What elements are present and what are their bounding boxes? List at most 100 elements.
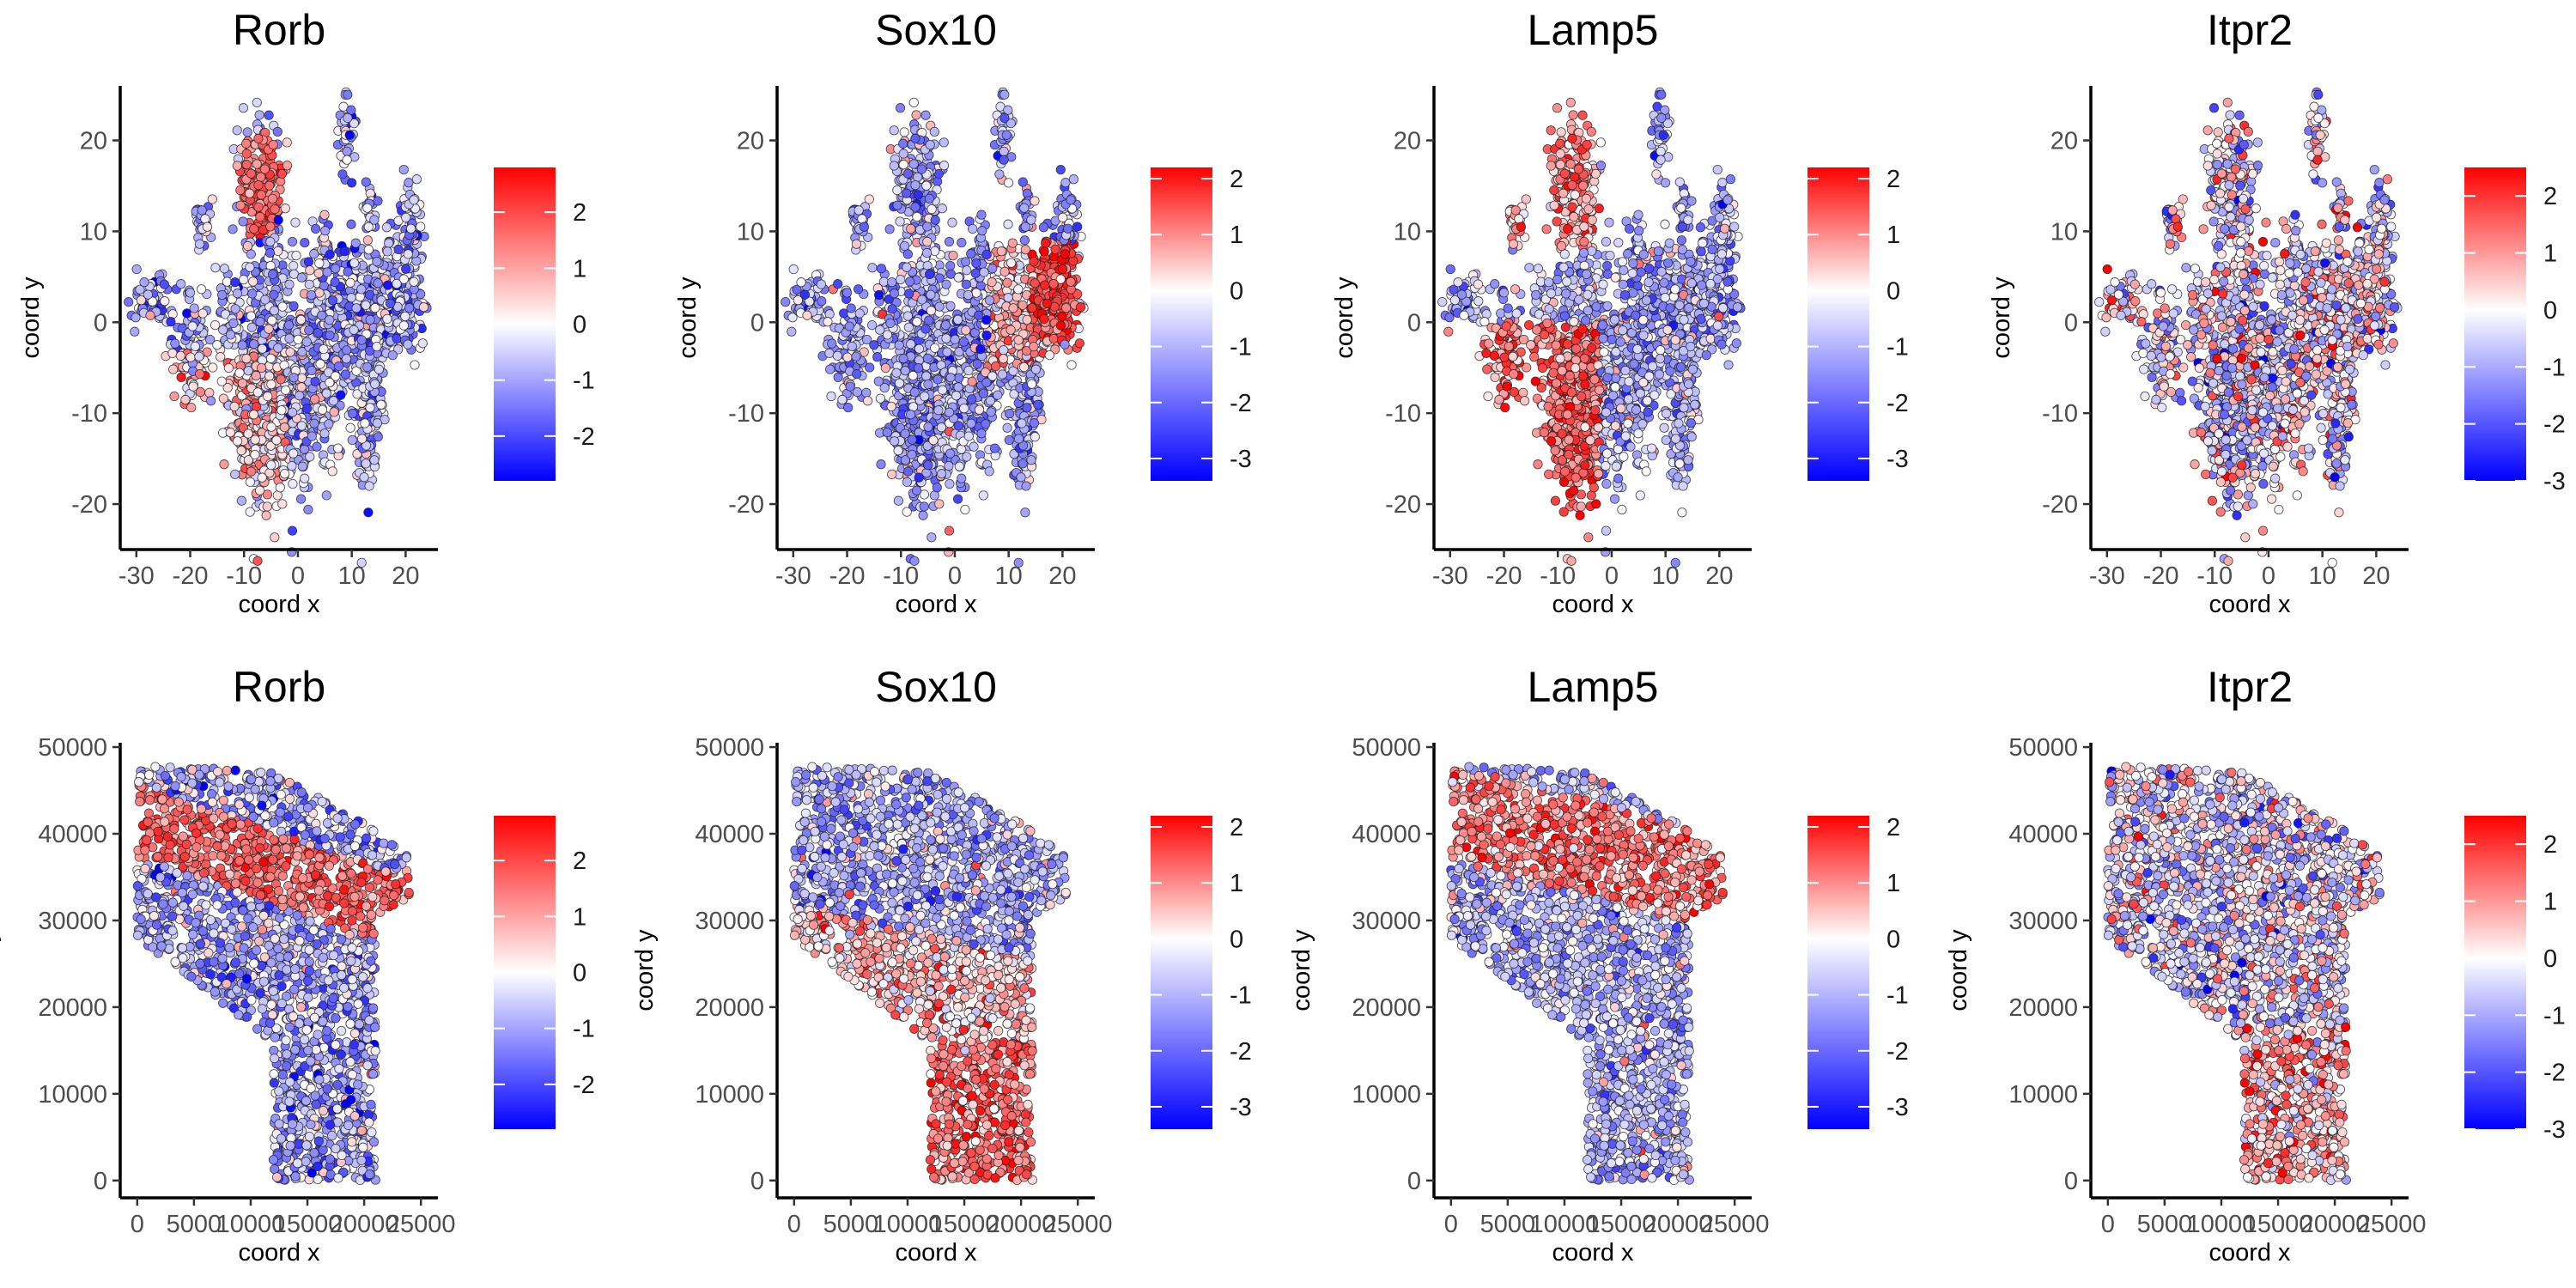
data-point: [373, 196, 383, 206]
data-point: [922, 236, 933, 247]
data-point: [933, 405, 944, 416]
data-point: [976, 428, 987, 439]
y-tick-label: 0: [750, 309, 764, 337]
data-point: [925, 139, 935, 150]
data-point: [322, 267, 332, 277]
data-point: [187, 321, 197, 331]
data-point: [319, 343, 329, 355]
data-point: [265, 353, 276, 364]
data-point: [1030, 432, 1040, 442]
data-point: [796, 277, 806, 288]
data-point: [257, 472, 267, 483]
data-point: [994, 169, 1005, 179]
data-point: [319, 428, 330, 439]
data-point: [362, 203, 373, 213]
data-point: [299, 444, 310, 454]
data-point: [885, 318, 896, 329]
data-point: [861, 387, 872, 398]
y-tick-label: -10: [728, 400, 764, 428]
data-point: [417, 338, 428, 349]
data-point: [293, 334, 303, 345]
data-point: [1060, 339, 1070, 349]
data-point: [864, 194, 874, 204]
data-point: [251, 370, 261, 381]
data-point: [953, 382, 963, 392]
data-point: [904, 289, 914, 299]
data-point: [891, 368, 902, 378]
data-point: [999, 266, 1010, 277]
data-point: [319, 210, 330, 220]
data-point: [908, 97, 919, 108]
points-layer: [1437, 87, 1746, 568]
data-point: [252, 159, 262, 169]
data-point: [269, 306, 280, 316]
data-point: [273, 215, 283, 225]
data-point: [186, 402, 197, 413]
data-point: [160, 296, 170, 307]
data-point: [325, 330, 335, 341]
data-point: [1058, 212, 1068, 223]
data-point: [889, 125, 899, 136]
data-point: [230, 276, 240, 288]
data-point: [1029, 256, 1039, 267]
data-point: [296, 382, 307, 392]
data-point: [244, 188, 255, 198]
data-point: [934, 301, 945, 312]
data-point: [909, 387, 920, 398]
data-point: [843, 402, 854, 413]
data-point: [325, 377, 335, 388]
y-tick-label: -20: [728, 491, 764, 519]
data-point: [306, 289, 317, 301]
data-point: [404, 178, 414, 188]
data-point: [373, 278, 383, 289]
data-point: [327, 466, 337, 477]
data-point: [236, 495, 247, 506]
data-point: [990, 361, 1001, 372]
data-point: [788, 264, 799, 275]
data-point: [957, 473, 967, 483]
data-point: [260, 295, 270, 305]
colorbar: [1151, 167, 1212, 481]
data-point: [169, 391, 179, 402]
data-point: [250, 449, 260, 460]
data-point: [249, 223, 259, 234]
data-point: [246, 311, 257, 321]
data-point: [280, 385, 291, 395]
data-point: [927, 532, 937, 543]
data-point: [265, 222, 276, 232]
data-point: [979, 267, 989, 277]
data-point: [945, 301, 956, 312]
data-point: [303, 504, 313, 515]
data-point: [1042, 298, 1053, 309]
data-point: [1055, 164, 1066, 175]
data-point: [372, 341, 382, 352]
data-point: [902, 507, 912, 517]
data-point: [225, 427, 235, 438]
data-point: [954, 461, 964, 471]
data-point: [936, 422, 947, 433]
data-point: [176, 279, 186, 289]
data-point: [309, 248, 319, 259]
data-point: [1594, 204, 1604, 214]
data-point: [1048, 278, 1059, 289]
data-point: [270, 532, 280, 543]
data-point: [255, 211, 265, 222]
data-point: [382, 246, 392, 257]
data-point: [210, 319, 221, 331]
data-point: [237, 340, 247, 350]
data-point: [996, 246, 1006, 257]
data-point: [899, 127, 909, 137]
data-point: [411, 174, 422, 185]
colorbar-label: 2: [1230, 166, 1243, 193]
data-point: [252, 387, 263, 398]
data-point: [1018, 361, 1030, 373]
data-point: [986, 407, 996, 417]
data-point: [372, 256, 382, 267]
data-point: [967, 376, 977, 387]
x-tick-label: -20: [829, 562, 866, 590]
data-point: [284, 279, 295, 289]
data-point: [381, 222, 392, 233]
data-point: [262, 501, 272, 512]
data-point: [816, 279, 827, 289]
